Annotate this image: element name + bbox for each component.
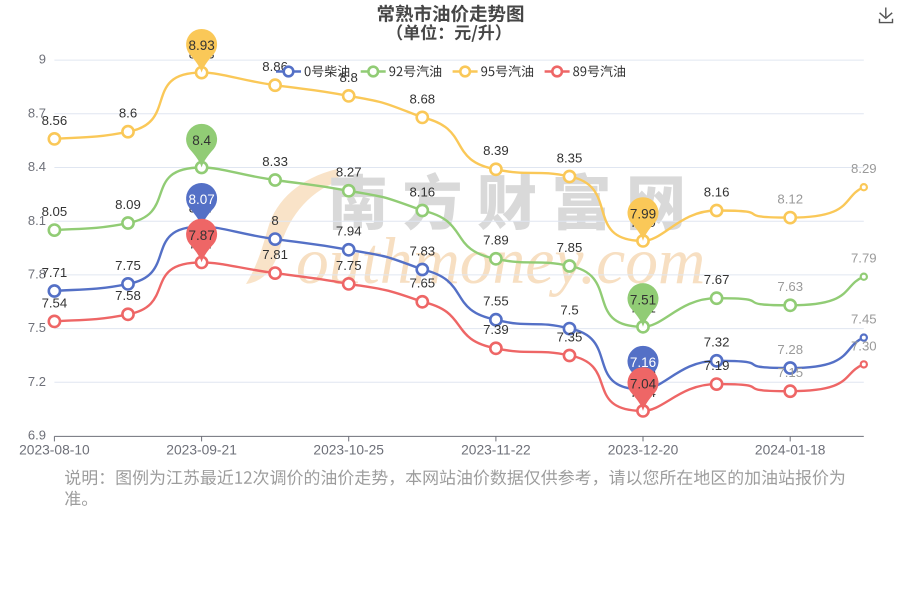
svg-text:7.35: 7.35 xyxy=(557,329,583,344)
svg-text:8.16: 8.16 xyxy=(409,184,435,199)
svg-text:8.29: 8.29 xyxy=(851,161,877,176)
svg-text:8.09: 8.09 xyxy=(115,197,141,212)
svg-text:7.39: 7.39 xyxy=(483,322,509,337)
svg-text:7.5: 7.5 xyxy=(28,320,46,335)
svg-text:7.83: 7.83 xyxy=(409,243,435,258)
svg-text:2023-11-22: 2023-11-22 xyxy=(461,442,531,457)
svg-text:8.05: 8.05 xyxy=(42,204,68,219)
svg-text:8.4: 8.4 xyxy=(28,159,46,174)
svg-text:7.71: 7.71 xyxy=(42,265,68,280)
svg-text:2023-08-10: 2023-08-10 xyxy=(19,442,90,457)
svg-text:7.45: 7.45 xyxy=(851,311,877,326)
svg-text:7.58: 7.58 xyxy=(115,288,141,303)
svg-text:7.54: 7.54 xyxy=(42,295,68,310)
svg-text:7.89: 7.89 xyxy=(483,233,509,248)
svg-text:7.5: 7.5 xyxy=(560,303,578,318)
svg-text:8.6: 8.6 xyxy=(119,106,137,121)
svg-text:2024-01-18: 2024-01-18 xyxy=(755,442,826,457)
svg-text:7.75: 7.75 xyxy=(336,258,362,273)
svg-text:7.30: 7.30 xyxy=(851,338,877,353)
svg-text:7.04: 7.04 xyxy=(630,377,657,392)
svg-text:8.68: 8.68 xyxy=(409,91,435,106)
svg-text:8.8: 8.8 xyxy=(340,70,358,85)
svg-text:8.56: 8.56 xyxy=(42,113,68,128)
svg-text:2023-12-20: 2023-12-20 xyxy=(608,442,679,457)
svg-text:7.19: 7.19 xyxy=(704,358,730,373)
svg-text:8.1: 8.1 xyxy=(28,213,46,228)
svg-text:8.07: 8.07 xyxy=(188,192,214,207)
svg-text:7.85: 7.85 xyxy=(557,240,583,255)
svg-text:7.99: 7.99 xyxy=(630,207,656,222)
svg-text:7.28: 7.28 xyxy=(777,342,803,357)
svg-text:8.4: 8.4 xyxy=(192,133,211,148)
svg-text:7.81: 7.81 xyxy=(262,247,288,262)
svg-text:2023-09-21: 2023-09-21 xyxy=(166,442,237,457)
svg-text:7.15: 7.15 xyxy=(777,365,803,380)
svg-text:6.9: 6.9 xyxy=(28,428,46,443)
svg-text:8.27: 8.27 xyxy=(336,165,362,180)
svg-text:7.79: 7.79 xyxy=(851,251,877,266)
svg-text:8.33: 8.33 xyxy=(262,154,288,169)
svg-text:7.65: 7.65 xyxy=(409,276,435,291)
svg-text:7.8: 7.8 xyxy=(28,267,46,282)
svg-text:8: 8 xyxy=(271,213,278,228)
svg-text:7.2: 7.2 xyxy=(28,374,46,389)
svg-text:8.7: 8.7 xyxy=(28,105,46,120)
svg-text:7.16: 7.16 xyxy=(630,355,656,370)
svg-text:7.67: 7.67 xyxy=(704,272,730,287)
svg-text:8.12: 8.12 xyxy=(777,192,803,207)
svg-text:7.63: 7.63 xyxy=(777,279,803,294)
svg-text:8.93: 8.93 xyxy=(188,38,214,53)
svg-text:8.16: 8.16 xyxy=(704,184,730,199)
svg-text:7.94: 7.94 xyxy=(336,224,362,239)
svg-text:7.87: 7.87 xyxy=(188,228,214,243)
svg-text:8.35: 8.35 xyxy=(557,150,583,165)
svg-text:7.51: 7.51 xyxy=(630,292,656,307)
svg-text:7.75: 7.75 xyxy=(115,258,141,273)
svg-text:9: 9 xyxy=(39,52,46,67)
svg-text:7.32: 7.32 xyxy=(704,335,730,350)
svg-text:2023-10-25: 2023-10-25 xyxy=(313,442,384,457)
svg-text:7.55: 7.55 xyxy=(483,294,509,309)
svg-text:8.39: 8.39 xyxy=(483,143,509,158)
